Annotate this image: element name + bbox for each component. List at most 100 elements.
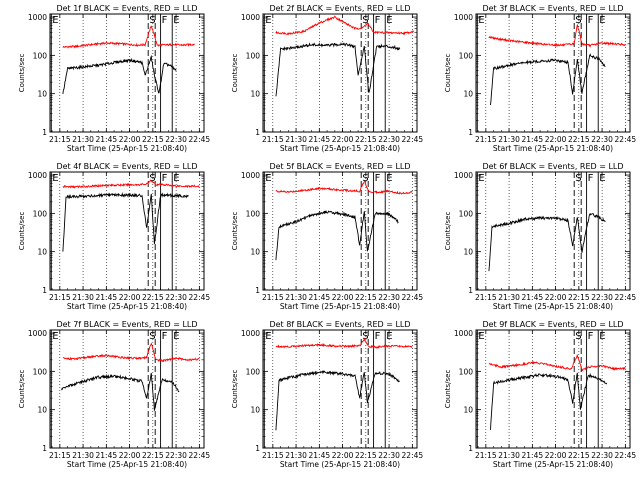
events-series-line (62, 54, 177, 95)
marker-label: F (588, 331, 594, 342)
marker-label: E (52, 15, 58, 26)
y-tick-label: 1 (255, 286, 260, 295)
events-series-line (60, 372, 180, 411)
marker-label: S (362, 173, 368, 184)
panel-title: Det 8f BLACK = Events, RED = LLD (269, 320, 410, 329)
y-tick-label: 100 (246, 367, 261, 376)
y-tick-label: 100 (33, 51, 48, 60)
x-tick-label: 21:45 (96, 451, 118, 460)
x-tick-label: 22:00 (119, 451, 141, 460)
x-tick-label: 21:45 (522, 293, 544, 302)
y-tick-label: 100 (459, 367, 474, 376)
y-tick-label: 1000 (454, 13, 473, 22)
x-tick-label: 22:45 (189, 451, 211, 460)
events-series-line (490, 53, 606, 106)
x-tick-label: 22:45 (615, 135, 637, 144)
y-tick-label: 1 (42, 128, 47, 137)
x-tick-label: 22:00 (119, 135, 141, 144)
marker-label: E (173, 15, 179, 26)
x-tick-label: 22:15 (355, 135, 377, 144)
marker-label: E (173, 331, 179, 342)
x-tick-label: 22:30 (378, 451, 400, 460)
lld-series-line (275, 180, 413, 195)
x-tick-label: 21:30 (72, 451, 94, 460)
x-tick-label: 22:15 (142, 451, 164, 460)
marker-label: E (265, 331, 271, 342)
plot-frame (49, 13, 205, 133)
marker-label: S (149, 173, 155, 184)
x-tick-label: 21:15 (475, 451, 497, 460)
panel-title: Det 1f BLACK = Events, RED = LLD (56, 4, 197, 13)
y-axis-label: Counts/sec (231, 370, 239, 409)
x-tick-label: 22:45 (615, 451, 637, 460)
x-tick-label: 21:30 (285, 451, 307, 460)
events-series-line (275, 42, 401, 97)
y-tick-label: 1000 (28, 13, 47, 22)
x-tick-label: 22:45 (189, 135, 211, 144)
y-tick-label: 1 (255, 444, 260, 453)
x-axis-label: Start Time (25-Apr-15 21:08:40) (280, 460, 400, 469)
y-tick-label: 1 (42, 286, 47, 295)
y-axis-label: Counts/sec (18, 370, 26, 409)
x-tick-label: 22:00 (545, 451, 567, 460)
y-tick-label: 10 (463, 90, 473, 99)
y-tick-label: 10 (250, 90, 260, 99)
panel-title: Det 3f BLACK = Events, RED = LLD (482, 4, 623, 13)
marker-label: E (478, 15, 484, 26)
y-tick-label: 100 (459, 209, 474, 218)
x-tick-label: 22:00 (332, 451, 354, 460)
x-tick-label: 22:45 (402, 135, 424, 144)
x-tick-label: 21:15 (49, 293, 71, 302)
y-tick-label: 100 (459, 51, 474, 60)
y-tick-label: 1000 (28, 171, 47, 180)
y-tick-label: 10 (250, 248, 260, 257)
x-tick-label: 21:15 (475, 293, 497, 302)
x-tick-label: 22:30 (165, 451, 187, 460)
x-tick-label: 21:15 (475, 135, 497, 144)
x-tick-label: 21:15 (49, 451, 71, 460)
x-axis-label: Start Time (25-Apr-15 21:08:40) (67, 460, 187, 469)
x-tick-label: 22:30 (165, 135, 187, 144)
marker-label: F (588, 15, 594, 26)
events-series-line (62, 192, 189, 252)
x-tick-label: 22:00 (119, 293, 141, 302)
y-tick-label: 100 (246, 209, 261, 218)
marker-label: S (575, 331, 581, 342)
y-axis-label: Counts/sec (444, 212, 452, 251)
x-tick-label: 21:45 (96, 135, 118, 144)
marker-label: S (362, 331, 368, 342)
x-tick-label: 21:45 (522, 135, 544, 144)
x-tick-label: 22:15 (355, 451, 377, 460)
x-tick-label: 21:30 (498, 451, 520, 460)
x-tick-label: 22:30 (591, 451, 613, 460)
x-tick-label: 22:30 (378, 293, 400, 302)
y-axis-label: Counts/sec (444, 54, 452, 93)
x-axis-label: Start Time (25-Apr-15 21:08:40) (67, 302, 187, 311)
events-series-line (275, 370, 400, 431)
plot-frame (262, 329, 418, 449)
x-tick-label: 21:45 (309, 135, 331, 144)
plot-frame (475, 329, 631, 449)
y-axis-label: Counts/sec (444, 370, 452, 409)
x-tick-label: 22:00 (332, 293, 354, 302)
y-axis-label: Counts/sec (231, 212, 239, 251)
marker-label: E (386, 173, 392, 184)
y-axis-label: Counts/sec (18, 212, 26, 251)
x-tick-label: 22:45 (402, 293, 424, 302)
marker-label: F (162, 15, 168, 26)
y-tick-label: 1000 (241, 171, 260, 180)
marker-label: F (375, 173, 381, 184)
y-tick-label: 1 (255, 128, 260, 137)
y-tick-label: 1 (42, 444, 47, 453)
x-tick-label: 21:15 (262, 135, 284, 144)
y-tick-label: 10 (250, 406, 260, 415)
y-tick-label: 100 (246, 51, 261, 60)
marker-label: F (162, 331, 168, 342)
x-tick-label: 22:15 (568, 451, 590, 460)
